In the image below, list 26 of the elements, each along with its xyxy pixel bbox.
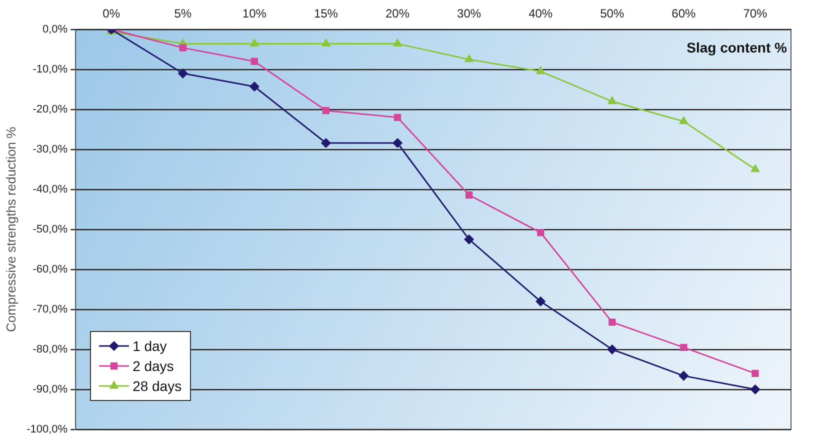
x-tick-label: 70%: [743, 6, 768, 21]
y-tick-label: -50,0%: [32, 223, 68, 236]
x-tick-label: 60%: [672, 6, 696, 21]
x-tick-label: 15%: [314, 6, 338, 21]
y-tick-label: 0,0%: [42, 23, 68, 36]
y-tick-label: -90,0%: [32, 383, 68, 396]
y-tick-label: -30,0%: [32, 143, 68, 156]
x-tick-label: 40%: [528, 6, 553, 21]
x-tick-label: 10%: [242, 6, 267, 21]
y-tick-label: -20,0%: [32, 103, 68, 116]
y-tick-label: -40,0%: [32, 183, 68, 196]
legend-label: 1 day: [132, 338, 167, 354]
x-axis-title: Slag content %: [686, 39, 788, 56]
y-tick-label: -80,0%: [32, 343, 68, 356]
y-tick-label: -60,0%: [32, 263, 68, 276]
x-tick-label: 30%: [457, 6, 482, 21]
y-tick-label: -100,0%: [26, 423, 68, 436]
y-axis-title: Compressive strengths reduction %: [3, 126, 18, 332]
y-tick-label: -70,0%: [32, 303, 68, 316]
y-tick-label: -10,0%: [32, 63, 68, 76]
x-tick-label: 5%: [174, 6, 192, 21]
legend-label: 2 days: [132, 358, 174, 374]
x-tick-label: 20%: [386, 6, 410, 21]
x-tick-label: 50%: [600, 6, 624, 21]
x-tick-label: 0%: [102, 6, 120, 21]
legend-label: 28 days: [132, 378, 182, 394]
